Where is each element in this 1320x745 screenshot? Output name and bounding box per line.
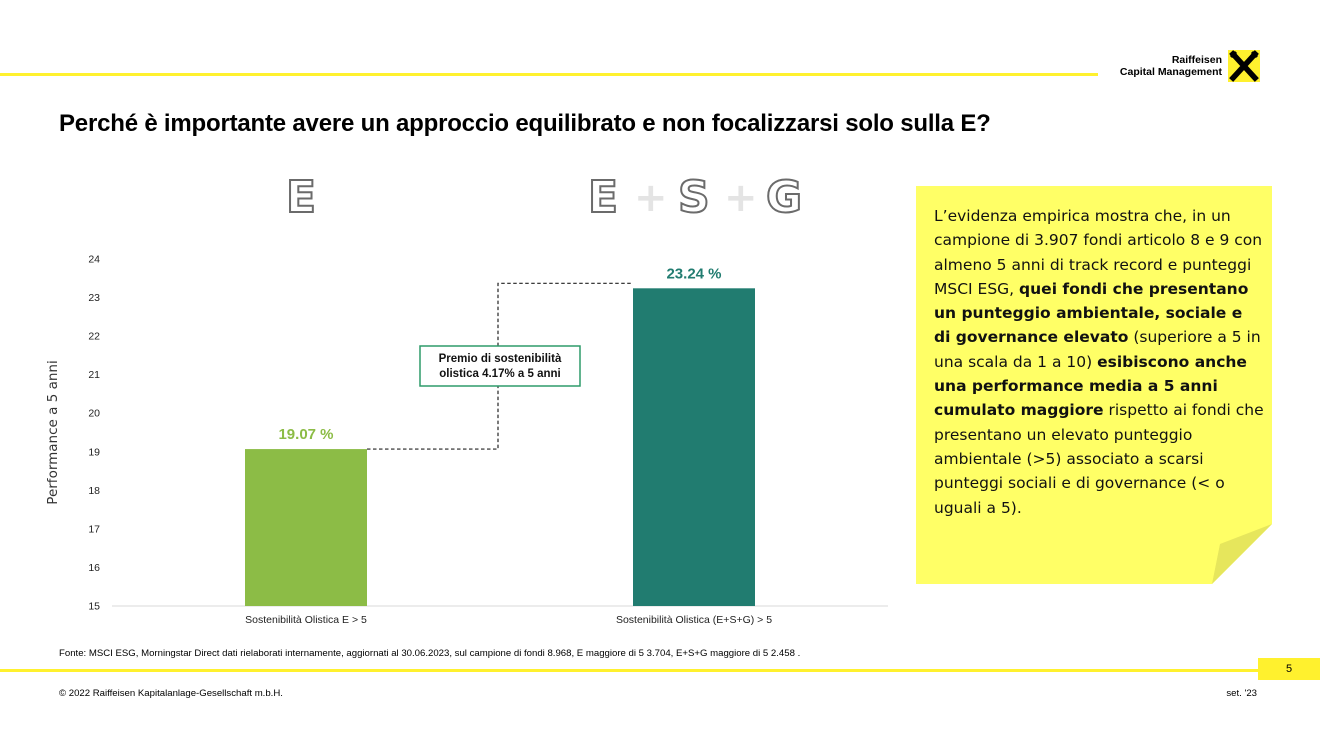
raiffeisen-logo: Raiffeisen Capital Management xyxy=(1108,50,1260,82)
y-tick-label: 15 xyxy=(88,601,100,613)
note-text-2: (superiore a 5 in una scala da 1 a 10) xyxy=(934,328,1261,371)
bar-value-label: 23.24 % xyxy=(666,265,721,282)
bar-value-label: 19.07 % xyxy=(278,426,333,443)
note-bold-1: quei fondi che presentano un punteggio a… xyxy=(934,279,1249,347)
page-number: 5 xyxy=(1258,658,1320,680)
x-tick-label: Sostenibilità Olistica E > 5 xyxy=(245,614,367,626)
bar-1 xyxy=(245,449,367,606)
y-tick-label: 22 xyxy=(88,331,100,343)
gable-cross-icon xyxy=(1228,50,1260,82)
y-tick-label: 21 xyxy=(88,369,100,381)
heading-g: G xyxy=(765,172,803,223)
y-tick-label: 23 xyxy=(88,292,100,304)
logo-line2: Capital Management xyxy=(1119,66,1222,78)
sticky-note: L’evidenza empirica mostra che, in un ca… xyxy=(916,186,1272,584)
y-tick-label: 24 xyxy=(88,254,100,266)
note-text-1: L’evidenza empirica mostra che, in un ca… xyxy=(934,207,1263,298)
slide-date: set. '23 xyxy=(1226,688,1257,699)
y-tick-label: 20 xyxy=(88,408,100,420)
y-axis-title: Performance a 5 anni xyxy=(45,360,61,504)
performance-bar-chart: 15 16 17 18 19 20 21 22 23 24 Performance a 5 anni… xyxy=(45,254,888,626)
bar-2 xyxy=(633,288,755,606)
premium-label-line2: olistica 4.17% a 5 anni xyxy=(439,368,560,380)
heading-e-only: E xyxy=(285,172,317,223)
premium-label-box xyxy=(419,345,581,387)
heading-s: S xyxy=(677,172,711,223)
heading-plus-1: + xyxy=(634,175,668,221)
note-text: L’evidenza empirica mostra che, in un ca… xyxy=(934,204,1264,520)
x-tick-label: Sostenibilità Olistica (E+S+G) > 5 xyxy=(616,614,772,626)
slide-title: Perché è importante avere un approccio e… xyxy=(59,110,991,137)
copyright: © 2022 Raiffeisen Kapitalanlage-Gesellsc… xyxy=(59,688,283,699)
top-accent-rule xyxy=(0,73,1098,76)
y-tick-label: 19 xyxy=(88,446,100,458)
note-text-3: rispetto ai fondi che presentano un elev… xyxy=(934,401,1264,517)
logo-text: Raiffeisen Capital Management xyxy=(1120,54,1222,78)
logo-line1: Raiffeisen xyxy=(1171,54,1222,66)
y-tick-label: 16 xyxy=(88,562,100,574)
heading-e: E xyxy=(587,172,619,223)
heading-plus-2: + xyxy=(724,175,758,221)
premium-label-line1: Premio di sostenibilità xyxy=(439,353,562,365)
bottom-accent-rule xyxy=(0,669,1320,672)
y-tick-label: 18 xyxy=(88,485,100,497)
y-tick-label: 17 xyxy=(88,523,100,535)
source-note: Fonte: MSCI ESG, Morningstar Direct dati… xyxy=(59,648,801,659)
note-bold-2: esibiscono anche una performance media a… xyxy=(934,352,1247,420)
note-fold-corner xyxy=(1212,524,1272,584)
